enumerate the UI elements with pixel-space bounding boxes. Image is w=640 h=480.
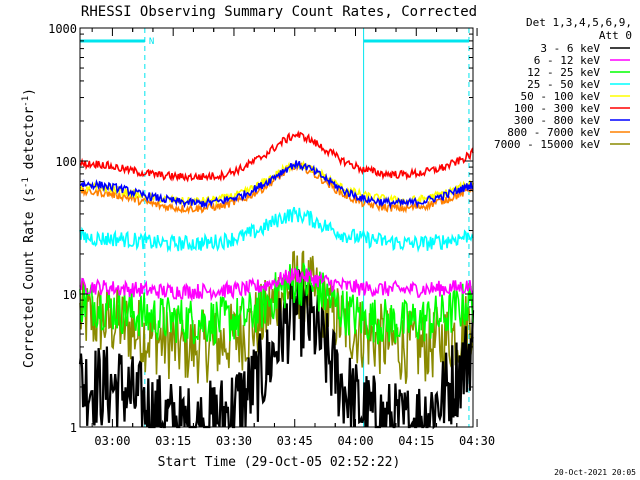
legend-label: 12 - 25 keV [527, 66, 600, 79]
legend-label: 3 - 6 keV [540, 42, 600, 55]
y-axis-label: Corrected Count Rate (s-1 detector-1) [21, 88, 37, 368]
x-tick-label: 04:00 [337, 434, 373, 448]
series-line-4 [79, 206, 474, 253]
legend-label: 6 - 12 keV [534, 54, 601, 67]
series-line-2 [79, 268, 474, 302]
legend-label: 800 - 7000 keV [507, 126, 600, 139]
x-tick-label: 03:45 [277, 434, 313, 448]
y-axis-label-mid: detector [22, 107, 37, 178]
y-tick-label: 100 [55, 155, 77, 169]
x-axis: 03:00 03:15 03:30 03:45 04:00 04:15 04:30 [91, 28, 495, 448]
y-axis: 1 10 100 1000 [48, 22, 473, 435]
y-tick-label: 1 [70, 421, 77, 435]
series-line-7 [79, 160, 474, 210]
axes-frame [79, 27, 474, 428]
series-line-3 [79, 262, 474, 347]
plot-area: N [78, 28, 475, 430]
night-flag-label: N [149, 37, 154, 47]
y-axis-label-sup-1: -1 [21, 177, 31, 188]
legend-label: 100 - 300 keV [514, 102, 600, 115]
y-tick-label: 1000 [48, 22, 77, 36]
x-tick-label: 03:00 [94, 434, 130, 448]
x-tick-label: 03:30 [216, 434, 252, 448]
series-line-1 [78, 268, 475, 430]
x-tick-label: 03:15 [155, 434, 191, 448]
y-axis-label-sup-2: -1 [21, 96, 31, 107]
series-line-6 [79, 129, 474, 183]
legend-label: 50 - 100 keV [521, 90, 601, 103]
legend-label: 25 - 50 keV [527, 78, 600, 91]
x-tick-label: 04:30 [459, 434, 495, 448]
series-line-9 [79, 250, 474, 384]
legend-header-line-1: Det 1,3,4,5,6,9, [526, 16, 632, 29]
legend-label: 7000 - 15000 keV [494, 138, 600, 151]
y-axis-label-end: ) [22, 88, 37, 96]
chart-title: RHESSI Observing Summary Count Rates, Co… [81, 4, 477, 20]
legend-header-line-2: Att 0 [599, 29, 632, 42]
x-axis-label: Start Time (29-Oct-05 02:52:22) [158, 455, 401, 470]
legend-label: 300 - 800 keV [514, 114, 600, 127]
footer-timestamp: 20-Oct-2021 20:05 [554, 468, 636, 477]
y-axis-label-main: Corrected Count Rate (s [22, 188, 37, 368]
y-tick-label: 10 [63, 288, 77, 302]
x-tick-label: 04:15 [398, 434, 434, 448]
